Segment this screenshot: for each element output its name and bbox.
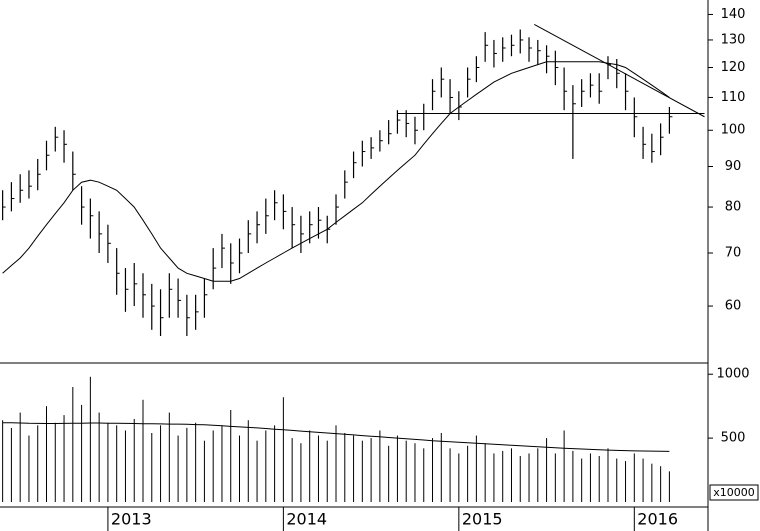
y-tick-label: 90 [725,159,742,174]
volume-average [2,422,670,452]
x-tick-label: 2015 [462,510,503,529]
y-tick-label: 140 [721,7,746,22]
unit-box [709,484,759,501]
y-tick-label: 1000 [716,367,749,382]
y-tick-label: 70 [725,246,742,261]
y-tick-label: 500 [721,431,746,446]
y-tick-label: 120 [721,60,746,75]
x-tick-label: 2016 [637,510,678,529]
trend-line [534,23,705,118]
y-tick-label: 110 [721,90,746,105]
y-tick-label: 100 [721,123,746,138]
x-tick-label: 2013 [111,510,152,529]
y-tick-label: 60 [725,299,742,314]
x-tick-label: 2014 [286,510,327,529]
y-tick-label: 130 [721,32,746,47]
moving-average [2,61,670,282]
y-tick-label: 80 [725,200,742,215]
volume-unit-label: x10000 [713,486,755,499]
